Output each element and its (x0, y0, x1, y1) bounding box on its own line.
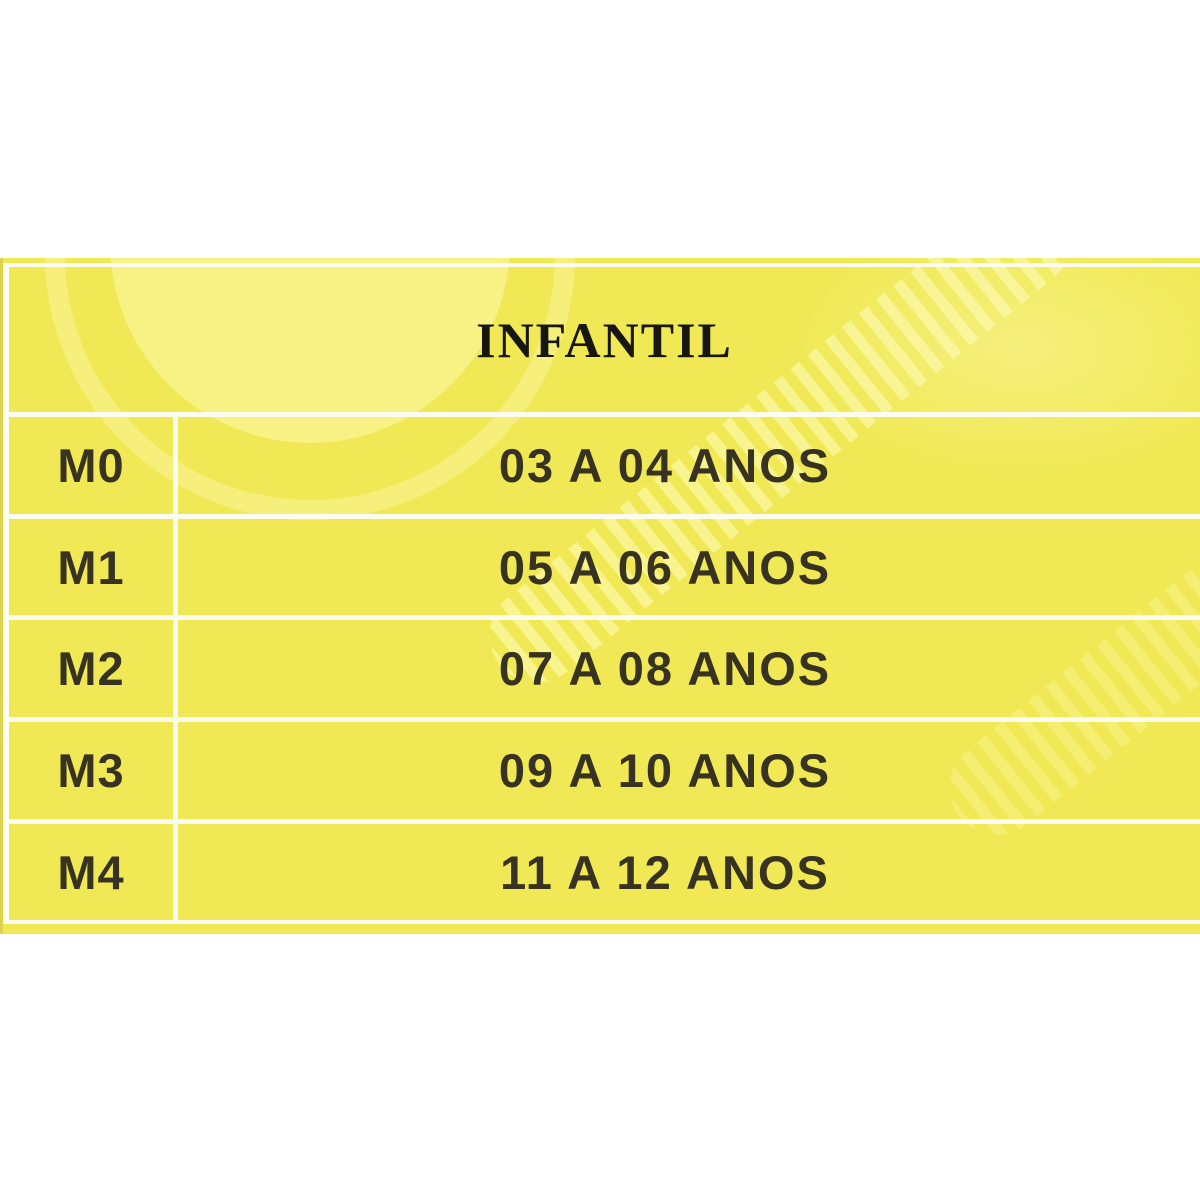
row-divider-4 (9, 717, 1200, 722)
size-cell: M1 (57, 541, 125, 594)
column-divider (173, 412, 178, 924)
age-range-cell: 09 A 10 ANOS (498, 744, 832, 797)
size-cell: M4 (57, 846, 125, 899)
age-range-cell: 05 A 06 ANOS (498, 541, 832, 594)
age-range-cell: 07 A 08 ANOS (498, 642, 832, 695)
table-row: M3 09 A 10 ANOS (9, 722, 1200, 819)
age-range-cell: 11 A 12 ANOS (500, 846, 830, 899)
grid-border-bottom (3, 920, 1200, 924)
table-title: INFANTIL (476, 311, 733, 368)
table-left-edge (0, 258, 3, 934)
age-range-cell: 03 A 04 ANOS (498, 439, 832, 492)
table-row: M0 03 A 04 ANOS (9, 417, 1200, 514)
size-chart-table: INFANTIL M0 03 A 04 ANOS M1 05 A 06 ANOS… (0, 258, 1200, 934)
table-row: M4 11 A 12 ANOS (9, 824, 1200, 921)
table-row: M2 07 A 08 ANOS (9, 620, 1200, 717)
row-divider-5 (9, 819, 1200, 824)
size-cell: M0 (57, 439, 125, 492)
size-cell: M2 (57, 642, 125, 695)
table-header-row: INFANTIL (9, 267, 1200, 412)
size-cell: M3 (57, 744, 125, 797)
table-row: M1 05 A 06 ANOS (9, 519, 1200, 616)
grid-border-left (3, 263, 9, 924)
